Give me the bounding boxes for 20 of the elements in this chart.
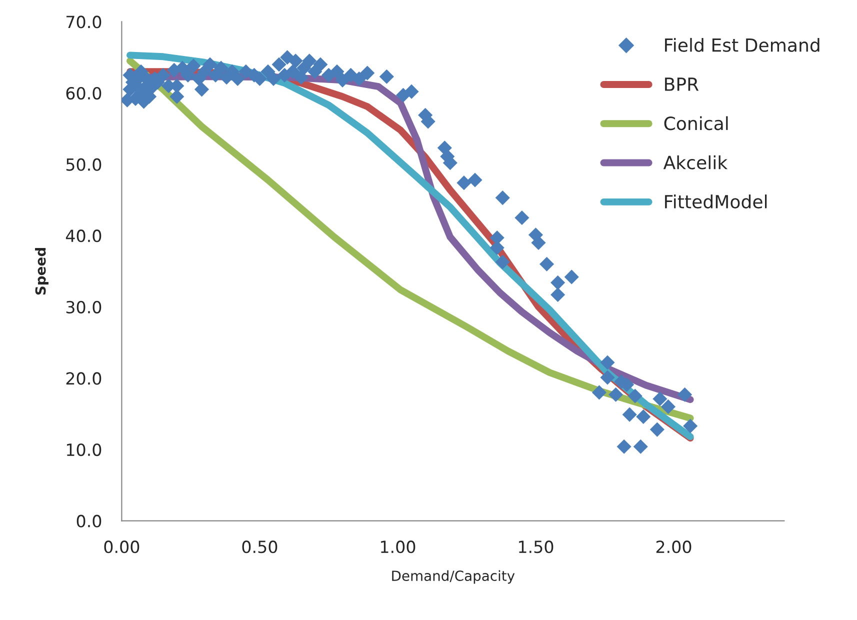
- x-tick-label: 0.00: [104, 540, 140, 554]
- y-tick-label: 40.0: [66, 230, 102, 242]
- x-tick-label: 1.00: [380, 540, 416, 554]
- x-tick-label: 2.00: [656, 540, 692, 554]
- y-tick-label: 50.0: [66, 158, 102, 171]
- x-tick-label: 0.50: [242, 540, 278, 554]
- y-tick-label: 70.0: [66, 16, 102, 28]
- y-tick-label: 10.0: [66, 443, 102, 456]
- legend-label: FittedModel: [665, 194, 767, 208]
- x-tick-label: 1.50: [519, 540, 554, 554]
- x-axis-title: Demand/Capacity: [392, 570, 515, 584]
- y-axis-title: Speed: [35, 248, 48, 295]
- y-tick-label: 20.0: [66, 372, 102, 385]
- y-tick-label: 60.0: [66, 86, 102, 100]
- legend-label: Field Est Demand: [665, 38, 820, 52]
- legend-label: Conical: [664, 116, 728, 130]
- y-tick-label: 30.0: [66, 300, 102, 314]
- legend-label: Akcelik: [663, 155, 728, 170]
- legend-label: BPR: [665, 78, 699, 91]
- y-tick-label: 0.0: [76, 514, 102, 528]
